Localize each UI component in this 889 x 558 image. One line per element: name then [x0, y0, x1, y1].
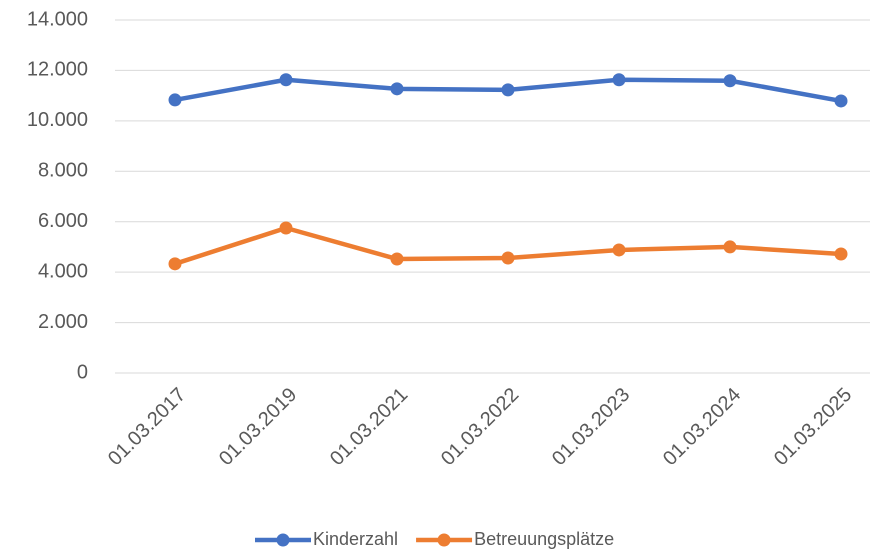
x-tick-label: 01.03.2022	[437, 384, 523, 470]
point	[279, 221, 293, 235]
y-tick-label: 4.000	[38, 260, 88, 282]
y-tick-label: 8.000	[38, 160, 88, 182]
point	[168, 93, 182, 107]
point	[612, 73, 626, 87]
x-tick-label: 01.03.2019	[215, 384, 301, 470]
y-tick-label: 6.000	[38, 210, 88, 232]
point	[501, 251, 515, 265]
point	[834, 94, 848, 108]
point	[501, 83, 515, 97]
x-tick-label: 01.03.2021	[326, 384, 412, 470]
point	[612, 243, 626, 257]
y-tick-label: 0	[77, 361, 88, 383]
x-tick-label: 01.03.2024	[659, 384, 745, 470]
y-tick-label: 2.000	[38, 311, 88, 333]
y-tick-label: 14.000	[27, 8, 88, 30]
point	[723, 240, 737, 254]
point	[390, 252, 404, 266]
legend-label: Kinderzahl	[313, 529, 398, 549]
y-tick-label: 10.000	[27, 109, 88, 131]
point	[834, 247, 848, 261]
y-tick-label: 12.000	[27, 59, 88, 81]
point	[390, 82, 404, 96]
legend-marker	[276, 533, 290, 547]
point	[168, 257, 182, 271]
x-tick-label: 01.03.2023	[548, 384, 634, 470]
legend-label: Betreuungsplätze	[474, 529, 614, 549]
x-tick-label: 01.03.2017	[104, 384, 190, 470]
legend-marker	[437, 533, 451, 547]
point	[279, 73, 293, 87]
x-tick-label: 01.03.2025	[770, 384, 856, 470]
point	[723, 74, 737, 88]
